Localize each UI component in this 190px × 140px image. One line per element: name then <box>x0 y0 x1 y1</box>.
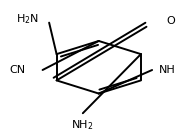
Text: CN: CN <box>10 65 26 75</box>
Text: NH: NH <box>159 65 175 75</box>
Text: NH$_2$: NH$_2$ <box>71 118 93 132</box>
Text: H$_2$N: H$_2$N <box>16 12 39 26</box>
Text: O: O <box>166 16 175 26</box>
